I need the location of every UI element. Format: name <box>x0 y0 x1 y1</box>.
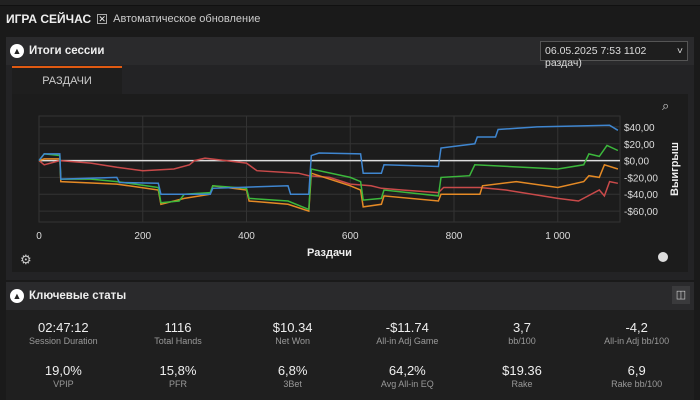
x-tick-label: 400 <box>238 231 255 242</box>
stat-value: -$11.74 <box>385 320 429 335</box>
collapse-icon[interactable]: ▲ <box>10 289 24 303</box>
x-tick-label: 800 <box>446 231 463 242</box>
stat-value: 6,8% <box>277 363 308 378</box>
stat-label: Rake bb/100 <box>611 379 663 389</box>
page-header: ИГРА СЕЙЧАС ✕ Автоматическое обновление <box>6 12 260 26</box>
stat-item: $10.34 Net Won <box>235 320 350 357</box>
x-tick-label: 1 000 <box>545 231 570 242</box>
stat-label: Session Duration <box>29 336 98 346</box>
stat-value: 1116 <box>164 320 192 335</box>
auto-refresh-checkbox[interactable]: ✕ <box>97 14 108 24</box>
plot-area <box>38 115 621 223</box>
stat-label: 3Bet <box>283 379 302 389</box>
page-title: ИГРА СЕЙЧАС <box>6 12 92 26</box>
key-stats-header: ▲ Ключевые статы ◫ <box>6 282 694 310</box>
stat-item: 1116 Total Hands <box>121 320 236 357</box>
stat-value: 19,0% <box>44 363 82 378</box>
stat-value: -4,2 <box>625 320 648 335</box>
stat-item: $19.36 Rake <box>465 363 580 400</box>
y-tick-label: $40,00 <box>624 123 655 134</box>
winnings-chart: $40,00 $20,00 $0,00 -$20,00 -$40,00 -$60,00 0 2… <box>12 94 688 272</box>
auto-refresh-label: Автоматическое обновление <box>113 13 261 25</box>
stat-label: Rake <box>511 379 533 389</box>
stat-item: -$11.74 All-in Adj Game <box>350 320 465 357</box>
stat-value: 6,9 <box>627 363 646 378</box>
chevron-down-icon: ˅ <box>676 45 683 57</box>
stat-value: $19.36 <box>502 363 542 378</box>
series-line-blue <box>38 124 619 195</box>
y-axis-label: Выигрыш <box>669 142 681 196</box>
stat-value: 3,7 <box>512 320 532 335</box>
stat-value: $10.34 <box>272 320 313 335</box>
session-summary-title: Итоги сессии <box>29 45 105 57</box>
session-select-value: 06.05.2025 7:53 1102 раздач) <box>545 45 647 69</box>
stat-value: 64,2% <box>388 363 426 378</box>
x-axis-label: Раздачи <box>307 247 352 259</box>
info-icon <box>658 252 668 262</box>
x-tick-label: 600 <box>342 231 359 242</box>
x-tick-label: 200 <box>134 231 151 242</box>
chart-svg: $40,00 $20,00 $0,00 -$20,00 -$40,00 -$60,00 0 2… <box>20 98 681 267</box>
stat-label: VPIP <box>53 379 74 389</box>
y-tick-label: $20,00 <box>624 140 655 151</box>
key-stats-panel: ▲ Ключевые статы ◫ 02:47:12 Session Durat… <box>6 282 694 400</box>
session-summary-panel: ▲ Итоги сессии 06.05.2025 7:53 1102 разд… <box>6 37 694 280</box>
session-select[interactable]: 06.05.2025 7:53 1102 раздач) ˅ <box>540 41 688 69</box>
stat-item: 19,0% VPIP <box>6 363 121 400</box>
zoom-icon: ⌕ <box>662 98 669 113</box>
stat-item: 3,7 bb/100 <box>465 320 580 357</box>
stat-label: Avg All-in EQ <box>380 379 434 389</box>
stat-label: Total Hands <box>154 336 202 346</box>
stat-label: Net Won <box>275 336 311 346</box>
series-line-red <box>38 157 619 202</box>
stat-label: bb/100 <box>508 336 536 346</box>
top-bar <box>0 0 700 6</box>
stat-item: 64,2% Avg All-in EQ <box>350 363 465 400</box>
settings-gear-icon: ⚙ <box>20 252 32 267</box>
x-tick-label: 0 <box>36 231 42 242</box>
collapse-icon[interactable]: ▲ <box>10 44 24 58</box>
stat-label: All-in Adj Game <box>376 336 439 346</box>
tab-hands[interactable]: РАЗДАЧИ <box>12 66 122 94</box>
key-stats-grid: 02:47:12 Session Duration 1116 Total Hands $… <box>6 310 694 400</box>
y-tick-label: -$20,00 <box>624 173 658 184</box>
stat-value: 15,8% <box>159 363 197 378</box>
stat-item: 15,8% PFR <box>121 363 236 400</box>
stat-item: 6,9 Rake bb/100 <box>579 363 694 400</box>
session-summary-header: ▲ Итоги сессии 06.05.2025 7:53 1102 разд… <box>6 37 694 69</box>
stat-item: 6,8% 3Bet <box>235 363 350 400</box>
columns-icon[interactable]: ◫ <box>672 286 690 304</box>
stat-item: 02:47:12 Session Duration <box>6 320 121 357</box>
y-tick-label: -$60,00 <box>624 207 658 218</box>
stat-label: PFR <box>168 379 187 389</box>
y-tick-label: -$40,00 <box>624 190 658 201</box>
stat-item: -4,2 All-in Adj bb/100 <box>579 320 694 357</box>
stat-value: 02:47:12 <box>38 320 89 335</box>
key-stats-title: Ключевые статы <box>29 290 127 302</box>
stat-label: All-in Adj bb/100 <box>604 336 670 346</box>
y-tick-label: $0,00 <box>624 157 649 168</box>
